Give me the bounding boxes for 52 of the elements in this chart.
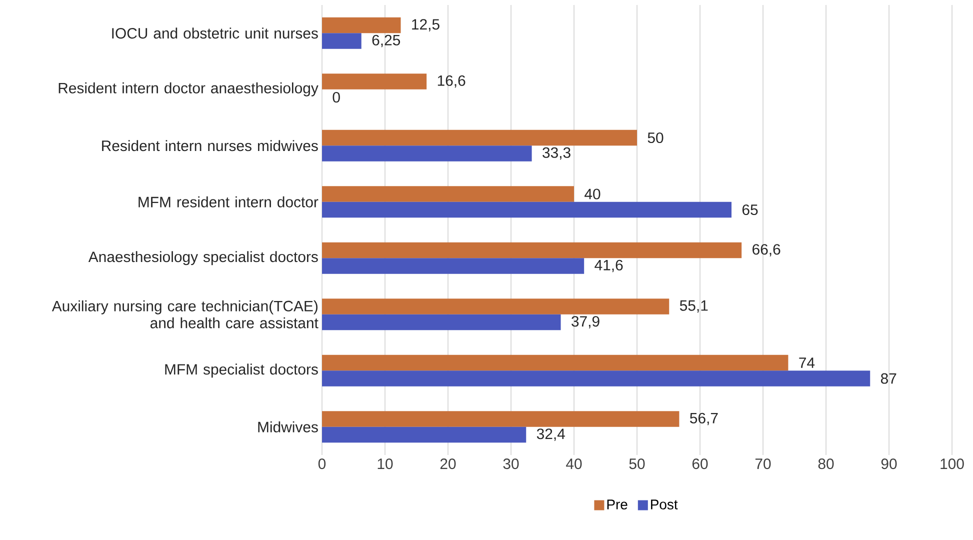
bar (322, 258, 584, 274)
x-tick-label: 100 (940, 458, 964, 470)
data-label: 6,25 (372, 34, 400, 48)
bar (322, 426, 526, 443)
data-label: 56,7 (690, 412, 718, 426)
data-label: 12,5 (412, 19, 440, 32)
data-label: 0 (332, 92, 340, 103)
data-label: 50 (648, 132, 664, 144)
legend-label: Pre (607, 500, 628, 510)
data-label: 41,6 (594, 260, 623, 272)
x-tick-label: 50 (629, 458, 645, 470)
legend-label: Post (651, 500, 678, 510)
data-label: 37,9 (572, 316, 600, 328)
y-tick-label: IOCU and obstetric unit nurses (112, 28, 318, 39)
bar (322, 202, 732, 218)
data-label: 40 (584, 188, 600, 200)
data-label: 33,3 (542, 147, 570, 160)
x-tick-label: 20 (440, 458, 456, 470)
data-label: 16,6 (438, 75, 466, 88)
y-tick-label: MFM resident intern doctor (138, 196, 318, 208)
bar (322, 242, 742, 258)
y-tick-label: Resident intern doctor anaesthesiology (58, 82, 318, 96)
bar (322, 370, 870, 386)
y-tick-label: Resident intern nurses midwives (102, 140, 318, 152)
data-label: 74 (799, 358, 815, 368)
y-tick-label: Midwives (258, 421, 318, 432)
x-tick-label: 60 (692, 458, 708, 470)
bar (322, 186, 574, 202)
x-tick-label: 30 (503, 458, 519, 470)
bar (322, 33, 362, 49)
x-tick-label: 10 (378, 458, 393, 470)
y-tick-label: Auxiliary nursing care technician(TCAE) and health care assistant (52, 300, 318, 328)
bar (322, 74, 427, 90)
x-tick-label: 0 (318, 458, 326, 470)
data-label: 87 (880, 373, 896, 384)
bar (322, 314, 561, 330)
bar (322, 354, 788, 371)
data-label: 66,6 (752, 244, 780, 256)
bar (322, 130, 638, 146)
x-tick-label: 70 (755, 458, 771, 470)
x-tick-label: 90 (881, 458, 897, 470)
bar (322, 146, 532, 162)
y-tick-label: MFM specialist doctors (165, 364, 318, 378)
data-label: 55,1 (680, 300, 708, 313)
bar (322, 411, 680, 427)
x-tick-label: 40 (566, 458, 582, 470)
data-label: 65 (742, 204, 758, 216)
bar (322, 17, 401, 34)
data-label: 32,4 (536, 428, 565, 441)
y-tick-label: Anaesthesiology specialist doctors (88, 251, 318, 266)
x-tick-label: 80 (818, 458, 834, 470)
bar (322, 298, 670, 314)
